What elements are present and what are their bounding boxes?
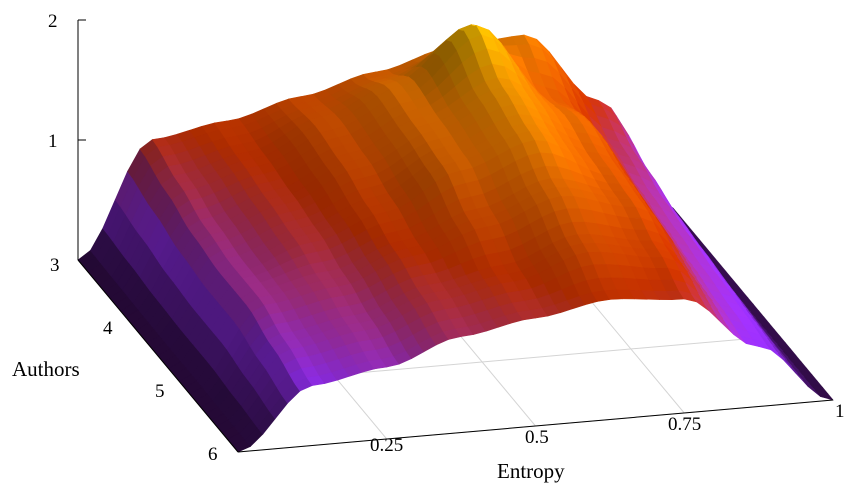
y-tick-label: 6 — [208, 444, 218, 465]
x-axis-line — [237, 399, 834, 453]
y-axis-line — [77, 259, 239, 453]
z-tick-label: 2 — [48, 11, 58, 32]
y-tick-label: 4 — [103, 318, 113, 339]
surface-plot — [77, 24, 834, 453]
x-tick-label: 0.5 — [525, 427, 549, 448]
z-tick-label: 1 — [48, 131, 58, 152]
y-tick-label: 3 — [50, 255, 60, 276]
axes — [77, 19, 834, 453]
x-tick-label: 1 — [835, 401, 845, 422]
x-tick-label: 0.25 — [370, 435, 403, 456]
x-axis-label: Entropy — [497, 459, 565, 483]
x-tick-label: 0.75 — [668, 414, 701, 435]
y-tick-label: 5 — [155, 381, 165, 402]
y-axis-label: Authors — [12, 357, 80, 381]
tick-labels: 2 1 3 4 5 6 0.25 0.5 0.75 1 Authors Entr… — [12, 11, 845, 483]
